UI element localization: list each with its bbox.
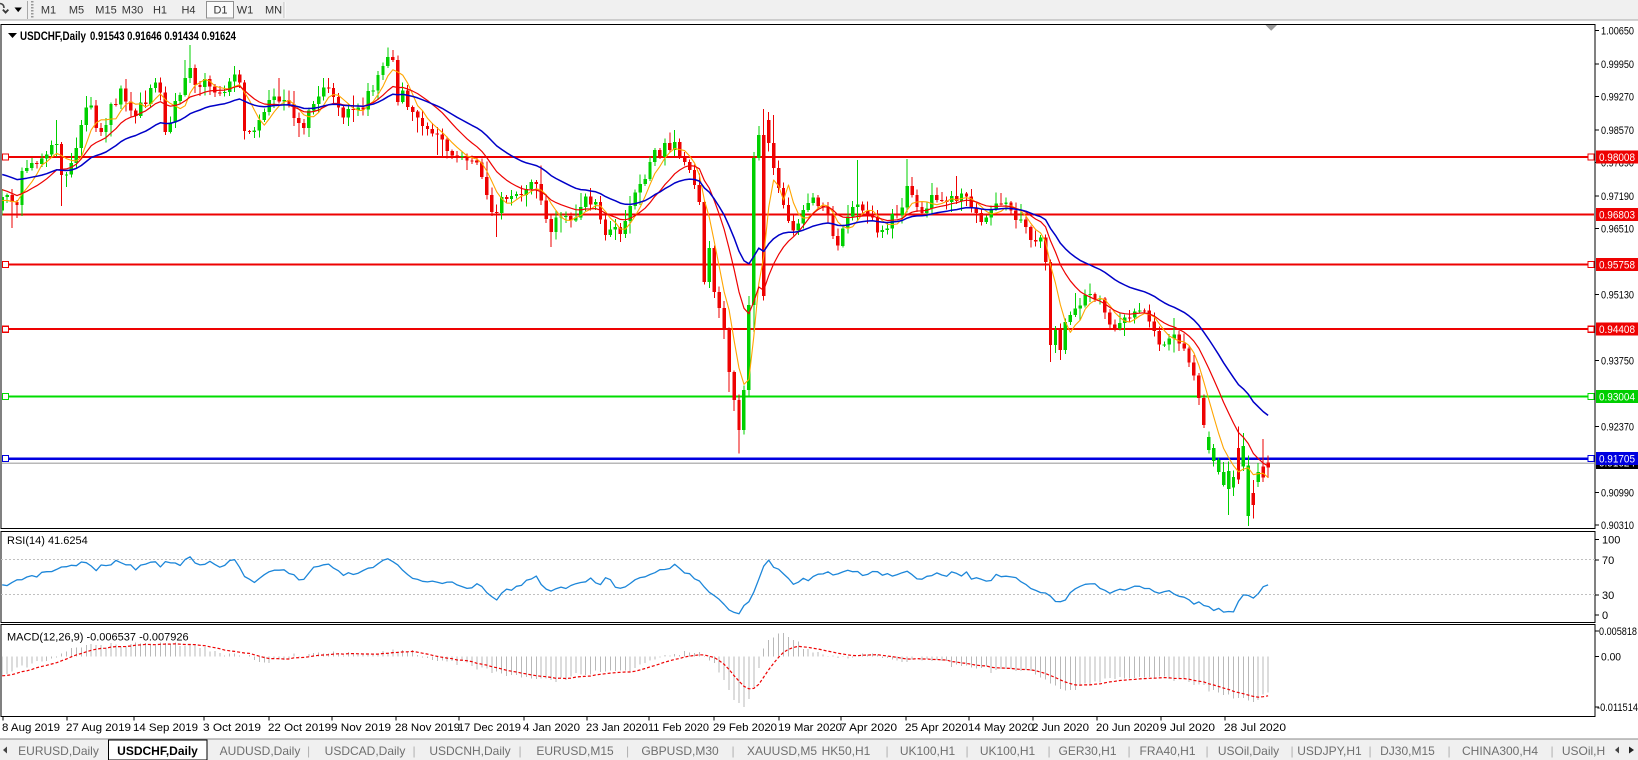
svg-text:MACD(12,26,9) -0.006537 -0.007: MACD(12,26,9) -0.006537 -0.007926 [7, 632, 189, 644]
svg-text:22 Oct 2019: 22 Oct 2019 [268, 722, 331, 734]
svg-text:0.95130: 0.95130 [1601, 290, 1634, 302]
svg-text:AUDUSD,Daily: AUDUSD,Daily [220, 744, 301, 758]
svg-text:|: | [731, 744, 734, 758]
svg-text:11 Feb 2020: 11 Feb 2020 [648, 722, 709, 734]
svg-text:USDCHF,Daily: USDCHF,Daily [20, 31, 87, 43]
svg-text:0.99950: 0.99950 [1601, 59, 1634, 71]
svg-text:GBPUSD,M30: GBPUSD,M30 [641, 744, 719, 758]
svg-text:USOil,H: USOil,H [1562, 744, 1605, 758]
svg-text:28 Nov 2019: 28 Nov 2019 [395, 722, 460, 734]
svg-text:|: | [885, 744, 888, 758]
svg-text:GER30,H1: GER30,H1 [1058, 744, 1116, 758]
svg-text:XAUUSD,M5: XAUUSD,M5 [747, 744, 817, 758]
svg-text:20 Jun 2020: 20 Jun 2020 [1096, 722, 1159, 734]
svg-text:M5: M5 [69, 5, 84, 17]
svg-text:14 May 2020: 14 May 2020 [968, 722, 1034, 734]
svg-text:|: | [1447, 744, 1450, 758]
svg-text:0.90990: 0.90990 [1601, 488, 1634, 500]
svg-text:0.96803: 0.96803 [1599, 210, 1635, 222]
svg-text:|: | [1290, 744, 1293, 758]
svg-text:USDCAD,Daily: USDCAD,Daily [325, 744, 406, 758]
svg-text:UK100,H1: UK100,H1 [900, 744, 956, 758]
svg-text:0.99270: 0.99270 [1601, 92, 1634, 104]
svg-text:0.97190: 0.97190 [1601, 191, 1634, 203]
svg-text:HK50,H1: HK50,H1 [822, 744, 871, 758]
svg-text:USDJPY,H1: USDJPY,H1 [1297, 744, 1362, 758]
svg-text:CHINA300,H4: CHINA300,H4 [1462, 744, 1538, 758]
svg-text:|: | [626, 744, 629, 758]
svg-text:8 Aug 2019: 8 Aug 2019 [2, 722, 60, 734]
svg-text:1.00650: 1.00650 [1601, 26, 1634, 38]
svg-text:4 Jan 2020: 4 Jan 2020 [523, 722, 580, 734]
svg-text:23 Jan 2020: 23 Jan 2020 [586, 722, 648, 734]
svg-text:|: | [1047, 744, 1050, 758]
svg-text:3 Oct 2019: 3 Oct 2019 [203, 722, 261, 734]
svg-text:UK100,H1: UK100,H1 [980, 744, 1036, 758]
svg-text:0.91705: 0.91705 [1599, 454, 1635, 466]
svg-text:H4: H4 [181, 5, 195, 17]
svg-text:-0.011514: -0.011514 [1597, 702, 1638, 714]
svg-text:0.94408: 0.94408 [1599, 324, 1635, 336]
svg-text:MN: MN [265, 5, 282, 17]
svg-text:M30: M30 [122, 5, 143, 17]
svg-text:28 Jul 2020: 28 Jul 2020 [1224, 722, 1286, 734]
svg-text:USDCHF,Daily: USDCHF,Daily [117, 744, 198, 758]
svg-text:|: | [1127, 744, 1130, 758]
svg-text:0.00: 0.00 [1601, 651, 1621, 663]
svg-text:DJ30,M15: DJ30,M15 [1380, 744, 1435, 758]
svg-text:|: | [412, 744, 415, 758]
svg-text:|: | [965, 744, 968, 758]
svg-text:0.91543 0.91646 0.91434 0.9162: 0.91543 0.91646 0.91434 0.91624 [90, 31, 236, 43]
svg-text:27 Aug 2019: 27 Aug 2019 [66, 722, 131, 734]
svg-text:RSI(14) 41.6254: RSI(14) 41.6254 [7, 535, 88, 547]
svg-text:100: 100 [1602, 535, 1620, 547]
svg-text:0.96510: 0.96510 [1601, 224, 1634, 236]
svg-text:0.98570: 0.98570 [1601, 125, 1634, 137]
svg-text:25 Apr 2020: 25 Apr 2020 [905, 722, 968, 734]
svg-text:0.95758: 0.95758 [1599, 260, 1635, 272]
svg-text:0.93004: 0.93004 [1599, 391, 1635, 403]
svg-text:0.93750: 0.93750 [1601, 356, 1634, 368]
svg-text:D1: D1 [213, 5, 227, 17]
svg-text:H1: H1 [153, 5, 167, 17]
svg-text:19 Mar 2020: 19 Mar 2020 [778, 722, 842, 734]
svg-text:|: | [307, 744, 310, 758]
svg-text:USOil,Daily: USOil,Daily [1218, 744, 1279, 758]
svg-text:0.90310: 0.90310 [1601, 520, 1634, 532]
svg-text:EURUSD,M15: EURUSD,M15 [536, 744, 614, 758]
svg-text:30: 30 [1602, 590, 1614, 602]
svg-text:EURUSD,Daily: EURUSD,Daily [18, 744, 99, 758]
svg-text:9 Nov 2019: 9 Nov 2019 [331, 722, 391, 734]
svg-text:USDCNH,Daily: USDCNH,Daily [429, 744, 510, 758]
svg-text:70: 70 [1602, 555, 1614, 567]
svg-text:17 Dec 2019: 17 Dec 2019 [458, 722, 521, 734]
svg-text:|: | [1205, 744, 1208, 758]
svg-text:0.98008: 0.98008 [1599, 152, 1635, 164]
svg-text:7 Apr 2020: 7 Apr 2020 [840, 722, 897, 734]
svg-text:0.005818: 0.005818 [1599, 626, 1637, 638]
svg-text:M15: M15 [95, 5, 116, 17]
svg-text:29 Feb 2020: 29 Feb 2020 [713, 722, 777, 734]
svg-text:FRA40,H1: FRA40,H1 [1139, 744, 1195, 758]
svg-text:|: | [1550, 744, 1553, 758]
svg-text:M1: M1 [41, 5, 56, 17]
svg-text:2 Jun 2020: 2 Jun 2020 [1032, 722, 1089, 734]
svg-text:14 Sep 2019: 14 Sep 2019 [133, 722, 198, 734]
svg-text:9 Jul 2020: 9 Jul 2020 [1160, 722, 1215, 734]
svg-text:W1: W1 [237, 5, 254, 17]
svg-text:0: 0 [1602, 610, 1608, 622]
svg-text:0.92370: 0.92370 [1601, 422, 1634, 434]
svg-text:|: | [1368, 744, 1371, 758]
svg-text:|: | [518, 744, 521, 758]
